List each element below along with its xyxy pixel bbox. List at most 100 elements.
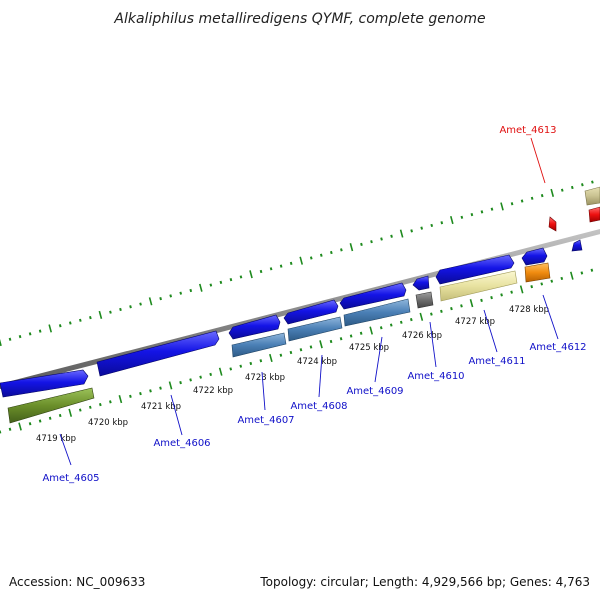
minor-tick (370, 240, 373, 244)
minor-tick (209, 283, 213, 287)
minor-tick (88, 405, 92, 409)
minor-tick (550, 279, 554, 283)
kbp-tick-label: 4719 kbp (36, 434, 76, 444)
major-tick (118, 395, 123, 404)
minor-tick (249, 361, 253, 366)
minor-tick (399, 320, 403, 324)
gene-feature-steel-1[interactable] (231, 332, 287, 358)
gene-label-amet-4607[interactable]: Amet_4607 (237, 415, 294, 426)
major-tick (249, 270, 253, 279)
minor-tick (389, 323, 393, 327)
major-tick (218, 367, 223, 376)
minor-tick (440, 309, 443, 313)
minor-tick (490, 296, 493, 300)
minor-tick (8, 427, 12, 431)
gene-label-amet-4606[interactable]: Amet_4606 (153, 438, 210, 449)
minor-tick (390, 234, 393, 238)
minor-tick (330, 250, 333, 255)
minor-tick (359, 331, 363, 335)
major-tick (148, 297, 153, 306)
major-tick (18, 422, 22, 431)
minor-tick (339, 337, 343, 341)
gene-labels: Amet_4605 Amet_4606 Amet_4607 Amet_4608 … (42, 125, 586, 484)
gene-feature-amet-4613[interactable] (548, 216, 557, 232)
gene-label-amet-4610[interactable]: Amet_4610 (407, 371, 464, 382)
major-tick (198, 283, 203, 292)
minor-tick (78, 318, 82, 322)
gene-label-amet-4605[interactable]: Amet_4605 (42, 473, 99, 484)
minor-tick (379, 326, 383, 330)
major-tick (299, 256, 304, 265)
gene-label-amet-4611[interactable]: Amet_4611 (468, 356, 525, 367)
minor-tick (279, 353, 283, 357)
gene-feature-orange[interactable] (524, 262, 551, 283)
minor-tick (349, 334, 353, 338)
minor-tick (490, 207, 494, 211)
gene-feature-tan-edge[interactable] (584, 186, 600, 206)
gene-feature-amet-4611[interactable] (435, 254, 515, 285)
minor-tick (269, 267, 273, 271)
minor-tick (38, 419, 42, 423)
minor-tick (430, 312, 433, 316)
leader-line (542, 294, 559, 340)
major-tick (48, 324, 53, 333)
gene-feature-khaki[interactable] (439, 270, 518, 302)
minor-tick (189, 378, 192, 382)
minor-tick (560, 276, 564, 281)
minor-tick (38, 329, 42, 333)
minor-tick (319, 253, 323, 257)
minor-tick (139, 302, 142, 306)
gene-feature-steel-2[interactable] (287, 316, 343, 342)
minor-tick (299, 348, 303, 352)
minor-tick (480, 210, 484, 214)
gene-feature-gray[interactable] (415, 291, 434, 309)
minor-tick (540, 193, 544, 198)
minor-tick (289, 261, 293, 265)
gene-feature-amet-4608[interactable] (283, 299, 339, 325)
minor-tick (129, 394, 132, 398)
gene-feature-small[interactable] (571, 239, 583, 252)
gene-feature-amet-4605[interactable] (0, 369, 89, 398)
gene-feature-amet-4606[interactable] (96, 330, 220, 377)
minor-tick (28, 332, 32, 336)
gene-feature-amet-4609[interactable] (339, 282, 407, 310)
minor-tick (179, 381, 182, 385)
gene-feature-olive[interactable] (7, 387, 95, 424)
major-tick (469, 299, 474, 308)
leader-line (429, 321, 437, 368)
minor-tick (580, 271, 584, 275)
minor-tick (410, 229, 413, 233)
major-tick (319, 340, 323, 349)
kbp-tick-label: 4723 kbp (245, 373, 285, 383)
major-tick (168, 381, 173, 390)
minor-tick (460, 215, 464, 219)
kbp-tick-label: 4722 kbp (193, 386, 233, 396)
minor-tick (159, 386, 162, 390)
minor-tick (259, 269, 263, 274)
gene-label-amet-4609[interactable]: Amet_4609 (346, 386, 403, 397)
minor-tick (159, 297, 162, 301)
gene-label-amet-4613[interactable]: Amet_4613 (499, 125, 556, 136)
kbp-tick-label: 4725 kbp (349, 343, 389, 353)
minor-tick (28, 422, 32, 426)
gene-feature-amet-4612[interactable] (521, 247, 548, 266)
gene-feature-steel-3[interactable] (343, 298, 411, 327)
minor-tick (510, 202, 514, 206)
minor-tick (540, 282, 544, 286)
minor-tick (560, 188, 564, 192)
kbp-tick-label: 4727 kbp (455, 317, 495, 327)
minor-tick (209, 372, 213, 377)
minor-tick (470, 212, 474, 217)
minor-tick (430, 223, 434, 228)
minor-tick (239, 364, 243, 368)
minor-tick (380, 237, 383, 241)
gene-feature-amet-4610[interactable] (412, 275, 430, 291)
gene-feature-amet-4607[interactable] (228, 314, 281, 340)
minor-tick (8, 337, 12, 341)
gene-label-amet-4608[interactable]: Amet_4608 (290, 401, 347, 412)
gene-label-amet-4612[interactable]: Amet_4612 (529, 342, 586, 353)
gene-feature-red-edge[interactable] (588, 206, 600, 223)
minor-tick (591, 180, 594, 184)
minor-tick (129, 305, 132, 309)
minor-tick (360, 242, 363, 247)
